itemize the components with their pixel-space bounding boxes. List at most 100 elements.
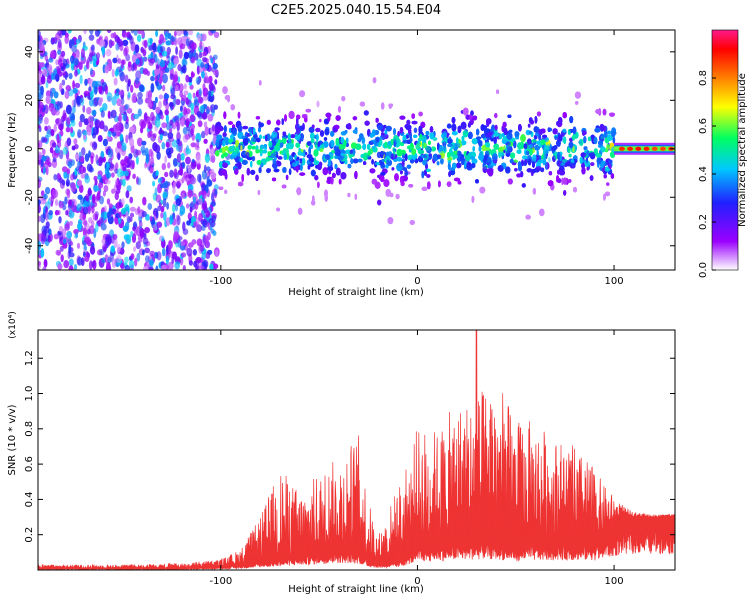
heatmap-cell (57, 41, 62, 52)
heatmap-cell (53, 123, 57, 133)
heatmap-cell (103, 205, 107, 213)
heatmap-cell (160, 37, 166, 43)
heatmap-cell (206, 166, 211, 172)
heatmap-cell (106, 261, 111, 270)
heatmap-cell (111, 131, 117, 137)
heatmap-cell (42, 266, 47, 270)
heatmap-cell (124, 74, 129, 83)
heatmap-cell (66, 137, 72, 147)
heatmap-cell (156, 221, 163, 228)
heatmap-cell (60, 254, 64, 263)
heatmap-cell (206, 108, 210, 115)
heatmap-cell (78, 164, 85, 174)
heatmap-cell (50, 91, 53, 99)
heatmap-cell (102, 190, 106, 197)
heatmap-cell (155, 170, 159, 176)
heatmap-cell (62, 70, 67, 77)
heatmap-cell (181, 176, 185, 184)
heatmap-cell (176, 130, 181, 141)
heatmap-cell (79, 113, 85, 123)
heatmap-cell (96, 80, 102, 87)
heatmap-cell (120, 207, 127, 215)
heatmap-cell (154, 187, 158, 196)
heatmap-cell (131, 160, 135, 170)
heatmap-cell (50, 194, 55, 204)
heatmap-cell (54, 199, 59, 206)
heatmap-cell (38, 199, 41, 205)
heatmap-cell (40, 248, 45, 258)
heatmap-cell (190, 162, 196, 170)
heatmap-cell (121, 31, 128, 38)
heatmap-cell (92, 195, 96, 204)
heatmap-cell (137, 206, 141, 214)
heatmap-cell (91, 51, 96, 57)
heatmap-cell (94, 179, 98, 186)
heatmap-cell (68, 199, 72, 206)
heatmap-cell (140, 145, 146, 154)
heatmap-cell (103, 185, 109, 192)
heatmap-cell (196, 224, 203, 233)
heatmap-cell (187, 188, 193, 199)
heatmap-cell (93, 142, 97, 149)
heatmap-cell (172, 74, 179, 83)
heatmap-cell (95, 30, 100, 37)
heatmap-cell (198, 174, 202, 184)
heatmap-cell (144, 162, 148, 169)
heatmap-cell (125, 234, 132, 245)
heatmap-cell (137, 30, 143, 34)
heatmap-cell (61, 119, 64, 128)
heatmap-cell (172, 186, 176, 195)
heatmap-cell (82, 206, 89, 215)
heatmap-cell (199, 265, 205, 270)
heatmap-cell (67, 160, 73, 169)
heatmap-cell (51, 142, 57, 148)
heatmap-cell (202, 51, 207, 57)
heatmap-cell (75, 38, 81, 45)
heatmap-cell (73, 98, 77, 108)
heatmap-cell (136, 34, 142, 42)
heatmap-cell (74, 82, 81, 89)
heatmap-cell (195, 256, 202, 264)
heatmap-cell (80, 97, 85, 106)
heatmap-cell (103, 211, 108, 219)
heatmap-cell (68, 258, 74, 267)
heatmap-cell (99, 39, 105, 48)
heatmap-cell (181, 58, 188, 67)
heatmap-cell (211, 124, 216, 132)
heatmap-cell (164, 155, 168, 164)
heatmap-cell (82, 251, 86, 257)
heatmap-cell (71, 45, 77, 53)
heatmap-cell (185, 156, 191, 165)
heatmap-cell (204, 153, 210, 163)
heatmap-cell (83, 118, 90, 126)
heatmap-cell (122, 114, 127, 122)
heatmap-cell (88, 86, 92, 92)
heatmap-cell (57, 173, 61, 180)
heatmap-cell (78, 120, 83, 128)
heatmap-cell (177, 239, 182, 248)
heatmap-cell (38, 215, 41, 223)
heatmap-cell (38, 41, 45, 50)
heatmap-cell (64, 223, 70, 231)
heatmap-cell (212, 62, 218, 70)
heatmap-cell (169, 101, 174, 108)
heatmap-cell (171, 256, 175, 264)
heatmap-cell (67, 30, 72, 34)
heatmap-cell (107, 256, 112, 264)
heatmap-cell (117, 58, 122, 64)
heatmap-cell (196, 138, 200, 149)
heatmap-cell (162, 181, 166, 189)
heatmap-cell (138, 84, 145, 92)
heatmap-cell (114, 92, 120, 99)
heatmap-cell (203, 121, 208, 128)
heatmap-cell (63, 171, 67, 179)
heatmap-cell (201, 33, 207, 42)
heatmap-cell (101, 238, 107, 245)
heatmap-cell (105, 48, 112, 57)
heatmap-cell (54, 109, 60, 116)
heatmap-cell (135, 52, 140, 58)
heatmap-cell (165, 114, 169, 124)
heatmap-cell (187, 30, 194, 36)
heatmap-cell (145, 255, 150, 263)
heatmap-cell (205, 236, 209, 246)
